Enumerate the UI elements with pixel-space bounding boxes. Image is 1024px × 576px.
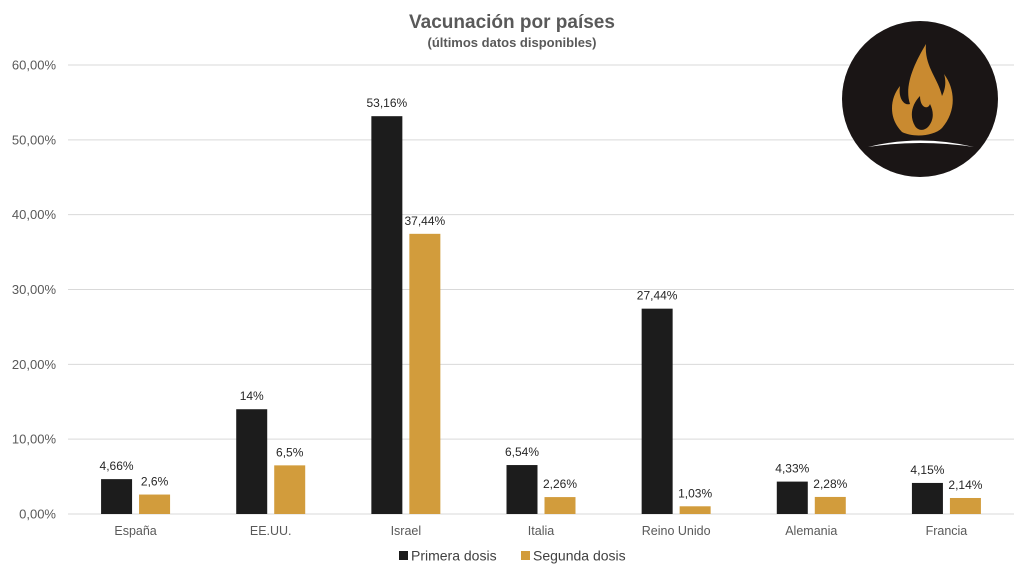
data-label: 4,15% xyxy=(910,463,944,477)
bar-primera-dosis xyxy=(101,479,133,514)
logo-horizon xyxy=(868,140,974,147)
flame-logo xyxy=(842,21,998,177)
x-tick-label: Francia xyxy=(926,524,968,538)
x-tick-label: Italia xyxy=(528,524,554,538)
chart-title: Vacunación por países xyxy=(409,12,615,33)
data-label: 2,26% xyxy=(543,477,577,491)
data-label: 6,54% xyxy=(505,445,539,459)
legend-label: Segunda dosis xyxy=(533,548,626,564)
bar-primera-dosis xyxy=(506,465,538,514)
legend: Primera dosis Segunda dosis xyxy=(399,548,626,564)
x-tick-label: EE.UU. xyxy=(250,524,292,538)
bar-segunda-dosis xyxy=(274,465,306,514)
legend-swatch xyxy=(399,551,408,560)
x-tick-label: España xyxy=(114,524,156,538)
y-tick-label: 60,00% xyxy=(12,58,57,73)
bar-primera-dosis xyxy=(641,308,673,514)
data-label: 1,03% xyxy=(678,486,712,500)
logo-flame-outer xyxy=(892,44,953,136)
data-label: 37,44% xyxy=(405,214,446,228)
chart-subtitle: (últimos datos disponibles) xyxy=(427,35,596,50)
y-tick-label: 0,00% xyxy=(19,507,56,522)
data-labels: 4,66% 2,6% 14% 6,5% 53,16% 37,44% 6,54% 2,26% 27… xyxy=(100,96,983,500)
data-label: 53,16% xyxy=(367,96,408,110)
bar-primera-dosis xyxy=(776,481,808,514)
data-label: 2,6% xyxy=(141,475,169,489)
data-label: 4,66% xyxy=(100,459,134,473)
legend-label: Primera dosis xyxy=(411,548,497,564)
bar-segunda-dosis xyxy=(139,494,171,514)
bar-segunda-dosis xyxy=(679,506,711,514)
data-label: 6,5% xyxy=(276,445,304,459)
x-axis-ticks: España EE.UU. Israel Italia Reino Unido Alema… xyxy=(114,524,967,538)
x-tick-label: Israel xyxy=(391,524,422,538)
data-label: 4,33% xyxy=(775,462,809,476)
bar-segunda-dosis xyxy=(544,497,576,514)
data-label: 27,44% xyxy=(637,289,678,303)
bar-segunda-dosis xyxy=(814,496,846,514)
data-label: 2,28% xyxy=(813,477,847,491)
bar-primera-dosis xyxy=(911,482,943,514)
y-tick-label: 10,00% xyxy=(12,432,57,447)
y-tick-label: 40,00% xyxy=(12,207,57,222)
logo-flame-inner xyxy=(911,96,933,130)
legend-swatch xyxy=(521,551,530,560)
y-tick-label: 20,00% xyxy=(12,357,57,372)
gridlines xyxy=(68,64,1014,515)
data-label: 14% xyxy=(240,389,264,403)
data-label: 2,14% xyxy=(948,478,982,492)
x-tick-label: Reino Unido xyxy=(642,524,711,538)
x-tick-label: Alemania xyxy=(785,524,837,538)
bar-primera-dosis xyxy=(236,409,268,514)
y-tick-label: 30,00% xyxy=(12,282,57,297)
bar-primera-dosis xyxy=(371,116,403,514)
y-axis-ticks: 0,00% 10,00% 20,00% 30,00% 40,00% 50,00% 60,00… xyxy=(12,58,57,522)
bar-segunda-dosis xyxy=(409,233,441,514)
bar-segunda-dosis xyxy=(949,497,981,514)
bars xyxy=(101,116,981,514)
y-tick-label: 50,00% xyxy=(12,132,57,147)
